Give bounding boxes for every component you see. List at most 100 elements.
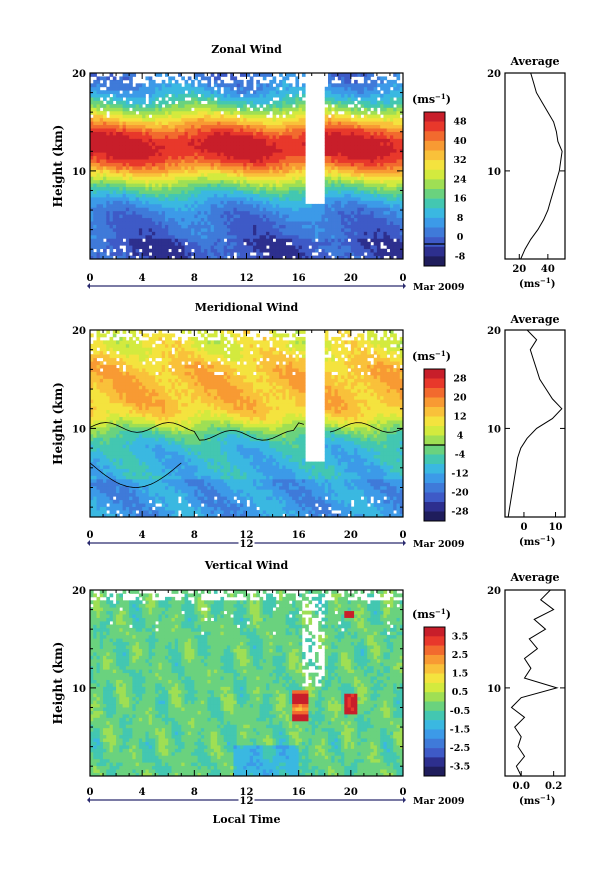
heatmap-cell [217,104,221,108]
heatmap-cell [357,203,362,208]
heatmap-cell [295,152,300,157]
heatmap-cell [236,145,241,150]
heatmap-cell [233,245,238,250]
heatmap-cell [256,135,260,139]
heatmap-cell [311,231,316,236]
heatmap-cell [213,117,218,122]
heatmap-cell [275,159,280,163]
heatmap-cell [373,186,378,191]
heatmap-cell [239,179,244,184]
heatmap-cell [373,197,378,201]
heatmap-cell [145,193,150,198]
heatmap-cell [197,152,202,157]
heatmap-cell [233,138,238,143]
heatmap-cell [106,148,110,153]
heatmap-cell [148,210,153,215]
heatmap-cell [197,86,202,91]
heatmap-cell [367,131,371,136]
heatmap-cell [158,86,163,91]
heatmap-cell [341,207,345,212]
heatmap-cell [171,145,176,150]
heatmap-cell [380,162,384,167]
heatmap-cell [275,141,280,146]
heatmap-cell [217,73,221,77]
heatmap-cell [341,166,345,170]
heatmap-cell [204,193,208,198]
heatmap-cell [93,471,97,476]
heatmap-cell [155,193,159,198]
heatmap-cell [158,83,163,88]
heatmap-cell [295,131,300,136]
heatmap-cell [334,90,339,95]
heatmap-cell [249,238,254,243]
heatmap-cell [96,186,101,191]
heatmap-cell [376,104,381,108]
heatmap-cell [285,228,290,232]
heatmap-cell [269,128,273,132]
heatmap-cell [200,231,205,236]
heatmap-cell [116,100,120,105]
heatmap-cell [328,135,332,139]
heatmap-cell [380,135,384,139]
heatmap-cell [138,166,143,170]
heatmap-cell [380,131,384,136]
heatmap-cell [363,166,368,170]
heatmap-cell [99,128,104,132]
heatmap-cell [337,159,342,163]
heatmap-cell [396,221,401,225]
heatmap-cell [96,234,101,239]
heatmap-cell [99,343,104,348]
heatmap-cell [109,176,114,181]
heatmap-cell [135,166,140,170]
heatmap-cell [181,138,185,143]
heatmap-cell [132,231,137,236]
heatmap-cell [360,245,365,250]
heatmap-cell [295,252,300,256]
heatmap-cell [360,179,365,184]
heatmap-cell [399,241,404,246]
heatmap-cell [164,162,169,167]
heatmap-cell [142,86,146,91]
heatmap-cell [236,124,241,129]
heatmap-cell [249,159,254,163]
heatmap-cell [239,190,244,194]
heatmap-cell [305,228,309,232]
heatmap-cell [386,176,391,181]
heatmap-cell [357,117,362,122]
heatmap-cell [373,166,378,170]
heatmap-cell [184,117,189,122]
heatmap-cell [233,207,238,212]
heatmap-cell [350,221,355,225]
heatmap-cell [393,114,397,119]
heatmap-cell [350,162,355,167]
heatmap-cell [158,176,163,181]
heatmap-cell [187,128,192,132]
heatmap-cell [357,107,362,112]
heatmap-cell [151,131,156,136]
heatmap-cell [363,152,368,157]
heatmap-cell [132,238,137,243]
heatmap-cell [200,159,205,163]
heatmap-cell [292,141,296,146]
heatmap-cell [109,183,114,188]
heatmap-cell [305,210,309,215]
heatmap-cell [331,197,335,201]
heatmap-cell [119,203,123,208]
heatmap-cell [373,97,378,101]
heatmap-cell [142,203,146,208]
heatmap-cell [354,214,358,219]
heatmap-cell [187,124,192,129]
heatmap-cell [396,141,401,146]
heatmap-cell [119,197,123,201]
colorbar-swatch [424,217,445,228]
heatmap-cell [99,110,104,115]
heatmap-cell [266,93,270,98]
heatmap-cell [138,90,143,95]
heatmap-cell [106,241,110,246]
heatmap-cell [191,104,195,108]
heatmap-cell [210,131,215,136]
heatmap-cell [200,234,205,239]
heatmap-cell [389,210,394,215]
heatmap-cell [292,110,296,115]
heatmap-cell [256,207,260,212]
